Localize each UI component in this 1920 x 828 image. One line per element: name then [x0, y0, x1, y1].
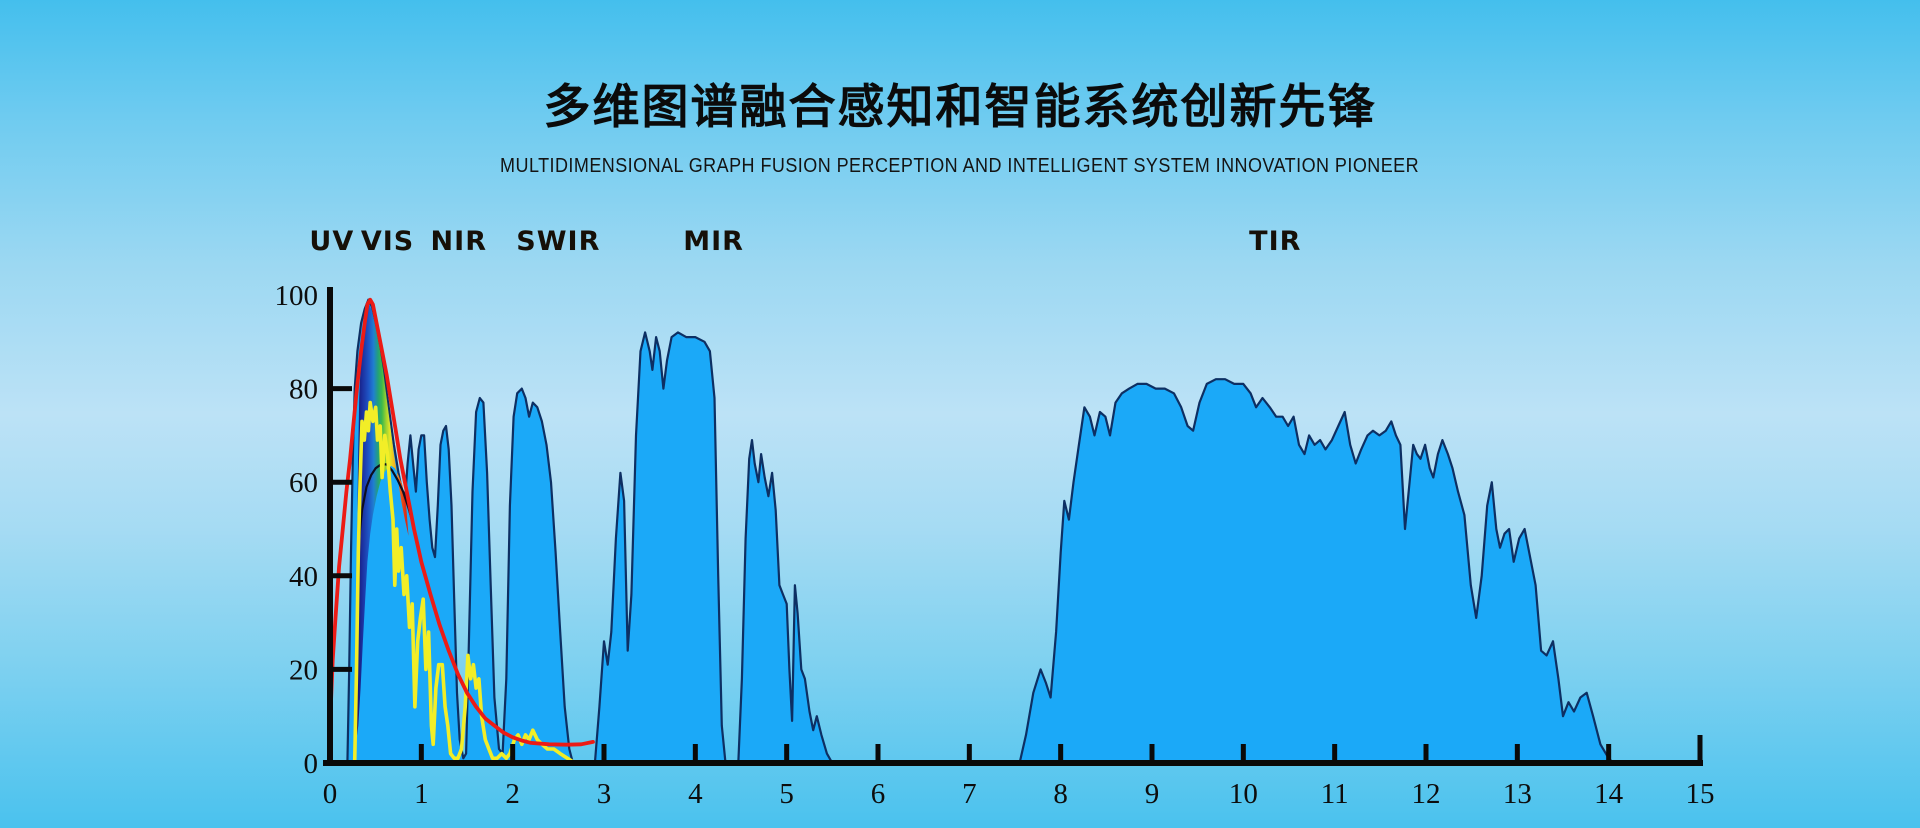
x-tick-label-13: 13 [1503, 778, 1532, 810]
x-tick-label-7: 7 [962, 778, 977, 810]
x-tick-label-5: 5 [779, 778, 794, 810]
x-tick-label-4: 4 [688, 778, 703, 810]
band-label-uv: UV [309, 226, 355, 257]
y-tick-label-20: 20 [289, 654, 318, 686]
band-label-nir: NIR [430, 226, 487, 257]
x-tick-label-15: 15 [1686, 778, 1715, 810]
band-label-tir: TIR [1249, 226, 1302, 257]
x-tick-label-3: 3 [597, 778, 612, 810]
x-tick-label-9: 9 [1145, 778, 1160, 810]
x-tick-label-6: 6 [871, 778, 886, 810]
transmission-area [346, 298, 1615, 765]
x-tick-label-12: 12 [1412, 778, 1441, 810]
page-subtitle: MULTIDIMENSIONAL GRAPH FUSION PERCEPTION… [0, 155, 1920, 178]
y-tick-label-80: 80 [289, 374, 318, 406]
y-tick-label-60: 60 [289, 467, 318, 499]
band-label-mir: MIR [683, 226, 744, 257]
y-tick-label-100: 100 [275, 280, 319, 312]
x-tick-label-1: 1 [414, 778, 429, 810]
page-title: 多维图谱融合感知和智能系统创新先锋 [543, 80, 1377, 135]
band-label-swir: SWIR [516, 226, 601, 257]
x-tick-label-11: 11 [1321, 778, 1349, 810]
blackbody-envelope-curve [328, 297, 595, 747]
x-tick-label-14: 14 [1594, 778, 1624, 810]
y-tick-label-0: 0 [304, 748, 319, 780]
y-tick-label-40: 40 [289, 561, 318, 593]
page-subtitle-text: MULTIDIMENSIONAL GRAPH FUSION PERCEPTION… [500, 155, 1420, 177]
x-tick-label-10: 10 [1229, 778, 1258, 810]
band-label-vis: VIS [360, 226, 415, 257]
x-tick-label-2: 2 [505, 778, 520, 810]
x-tick-label-0: 0 [323, 778, 338, 810]
x-tick-label-8: 8 [1053, 778, 1068, 810]
